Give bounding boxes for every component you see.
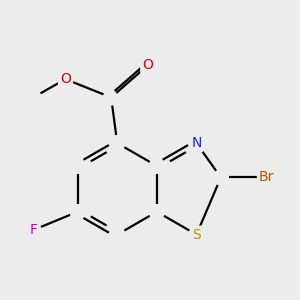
Text: N: N [191, 136, 202, 150]
Text: Br: Br [259, 170, 274, 184]
Text: O: O [142, 58, 153, 72]
Text: O: O [60, 72, 71, 86]
Text: F: F [29, 223, 38, 237]
Text: S: S [192, 228, 201, 242]
